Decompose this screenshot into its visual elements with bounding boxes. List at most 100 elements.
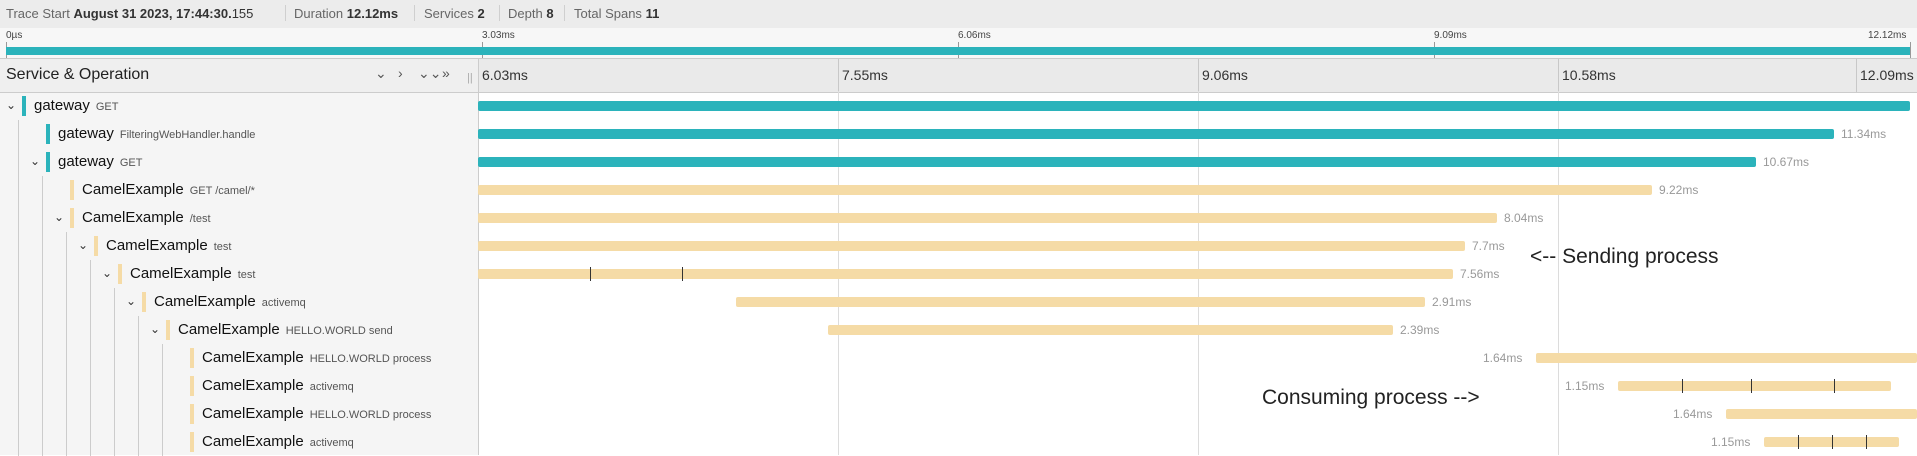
- span-bar[interactable]: [478, 213, 1497, 223]
- minimap-tick: 0µs: [6, 30, 23, 41]
- span-duration-label: 8.04ms: [1504, 211, 1544, 225]
- trace-start-value: August 31 2023, 17:44:30.: [73, 6, 232, 21]
- indent-guide: [138, 316, 139, 344]
- span-service: CamelExample activemq: [202, 433, 354, 450]
- duration-label: Duration: [294, 6, 344, 21]
- header-divider: [499, 5, 500, 21]
- duration-value: 12.12ms: [346, 6, 399, 21]
- log-marker[interactable]: [1798, 435, 1799, 449]
- span-row[interactable]: ⌄ CamelExample/test 8.04ms: [0, 204, 1917, 232]
- span-bar[interactable]: [1618, 381, 1891, 391]
- span-row[interactable]: CamelExample GET /camel/* 9.22ms: [0, 176, 1917, 204]
- service-name: CamelExample: [202, 433, 304, 450]
- ruler-tick: 10.58ms: [1562, 67, 1616, 83]
- indent-guide: [138, 428, 139, 456]
- indent-guide: [114, 400, 115, 428]
- span-row[interactable]: ⌄ gateway GET 10.67ms: [0, 148, 1917, 176]
- span-name-cell[interactable]: ⌄ gateway GET: [0, 92, 478, 120]
- collapse-toggle-icon[interactable]: ⌄: [77, 238, 89, 252]
- collapse-toggle-icon[interactable]: ⌄: [53, 210, 65, 224]
- log-marker[interactable]: [590, 267, 591, 281]
- header-divider: [414, 5, 415, 21]
- span-row[interactable]: CamelExample HELLO.WORLD process 1.64ms: [0, 400, 1917, 428]
- span-name-cell[interactable]: gateway FilteringWebHandler.handle: [0, 120, 478, 148]
- indent-guide: [18, 120, 19, 148]
- span-row[interactable]: CamelExample activemq 1.15ms: [0, 428, 1917, 456]
- span-row[interactable]: gateway FilteringWebHandler.handle 11.34ms: [0, 120, 1917, 148]
- service-color-marker: [70, 180, 74, 200]
- span-row[interactable]: ⌄ CamelExample test 7.7ms: [0, 232, 1917, 260]
- span-bar[interactable]: [478, 129, 1834, 139]
- indent-guide: [90, 260, 91, 288]
- collapse-toggle-icon[interactable]: ⌄: [101, 266, 113, 280]
- span-service: CamelExample test: [130, 265, 255, 282]
- span-name-cell[interactable]: ⌄ CamelExample test: [0, 260, 478, 288]
- span-row[interactable]: CamelExample activemq 1.15ms: [0, 372, 1917, 400]
- collapse-toggle-icon[interactable]: ⌄: [125, 294, 137, 308]
- span-duration-label: 1.15ms: [1711, 435, 1751, 449]
- indent-guide: [42, 176, 43, 204]
- service-color-marker: [70, 208, 74, 228]
- log-marker[interactable]: [1682, 379, 1683, 393]
- span-row[interactable]: ⌄ gateway GET: [0, 92, 1917, 120]
- span-name-cell[interactable]: CamelExample activemq: [0, 428, 478, 456]
- expand-one-icon[interactable]: ›: [398, 65, 403, 81]
- span-bar[interactable]: [478, 269, 1453, 279]
- log-marker[interactable]: [682, 267, 683, 281]
- service-color-marker: [190, 432, 194, 452]
- log-marker[interactable]: [1834, 379, 1835, 393]
- span-bar[interactable]: [828, 325, 1393, 335]
- log-marker[interactable]: [1866, 435, 1867, 449]
- span-name-cell[interactable]: CamelExample activemq: [0, 372, 478, 400]
- timeline-gridline: [1558, 91, 1559, 455]
- service-color-marker: [190, 376, 194, 396]
- span-name-cell[interactable]: CamelExample HELLO.WORLD process: [0, 344, 478, 372]
- collapse-toggle-icon[interactable]: ⌄: [29, 154, 41, 168]
- service-name: CamelExample: [82, 209, 184, 226]
- span-service: CamelExample activemq: [202, 377, 354, 394]
- service-operation-header: Service & Operation ⌄ › ⌄⌄ » ||: [0, 58, 478, 93]
- span-row[interactable]: ⌄ CamelExample HELLO.WORLD send 2.39ms: [0, 316, 1917, 344]
- span-row[interactable]: CamelExample HELLO.WORLD process 1.64ms: [0, 344, 1917, 372]
- span-row[interactable]: ⌄ CamelExample test 7.56ms: [0, 260, 1917, 288]
- span-bar[interactable]: [478, 241, 1465, 251]
- indent-guide: [18, 176, 19, 204]
- span-bar[interactable]: [1536, 353, 1917, 363]
- indent-guide: [90, 316, 91, 344]
- span-name-cell[interactable]: ⌄ CamelExample activemq: [0, 288, 478, 316]
- collapse-toggle-icon[interactable]: ⌄: [5, 98, 17, 112]
- collapse-toggle-icon[interactable]: ⌄: [149, 322, 161, 336]
- span-bar[interactable]: [478, 101, 1910, 111]
- span-bar[interactable]: [478, 185, 1652, 195]
- span-bar[interactable]: [736, 297, 1425, 307]
- collapse-all-icon[interactable]: ⌄⌄: [418, 65, 442, 81]
- operation-name: GET: [95, 101, 119, 113]
- indent-guide: [42, 204, 43, 232]
- span-bar[interactable]: [1764, 437, 1899, 447]
- collapse-one-icon[interactable]: ⌄: [375, 65, 387, 81]
- span-row[interactable]: ⌄ CamelExample activemq 2.91ms: [0, 288, 1917, 316]
- span-name-cell[interactable]: CamelExample HELLO.WORLD process: [0, 400, 478, 428]
- expand-all-icon[interactable]: »: [442, 65, 450, 81]
- span-bar[interactable]: [1726, 409, 1917, 419]
- span-bar[interactable]: [478, 157, 1756, 167]
- indent-guide: [18, 344, 19, 372]
- indent-guide: [66, 400, 67, 428]
- log-marker[interactable]: [1832, 435, 1833, 449]
- span-duration-label: 11.34ms: [1841, 127, 1887, 141]
- operation-name: HELLO.WORLD send: [285, 325, 393, 337]
- column-title: Service & Operation: [6, 66, 150, 83]
- resize-handle-icon[interactable]: ||: [467, 72, 473, 84]
- service-name: gateway: [58, 125, 114, 142]
- log-marker[interactable]: [1751, 379, 1752, 393]
- span-name-cell[interactable]: ⌄ CamelExample test: [0, 232, 478, 260]
- span-name-cell[interactable]: CamelExample GET /camel/*: [0, 176, 478, 204]
- span-duration-label: 1.15ms: [1565, 379, 1605, 393]
- indent-guide: [18, 232, 19, 260]
- service-name: CamelExample: [82, 181, 184, 198]
- span-name-cell[interactable]: ⌄ CamelExample/test: [0, 204, 478, 232]
- span-name-cell[interactable]: ⌄ CamelExample HELLO.WORLD send: [0, 316, 478, 344]
- span-name-cell[interactable]: ⌄ gateway GET: [0, 148, 478, 176]
- indent-guide: [138, 400, 139, 428]
- indent-guide: [18, 400, 19, 428]
